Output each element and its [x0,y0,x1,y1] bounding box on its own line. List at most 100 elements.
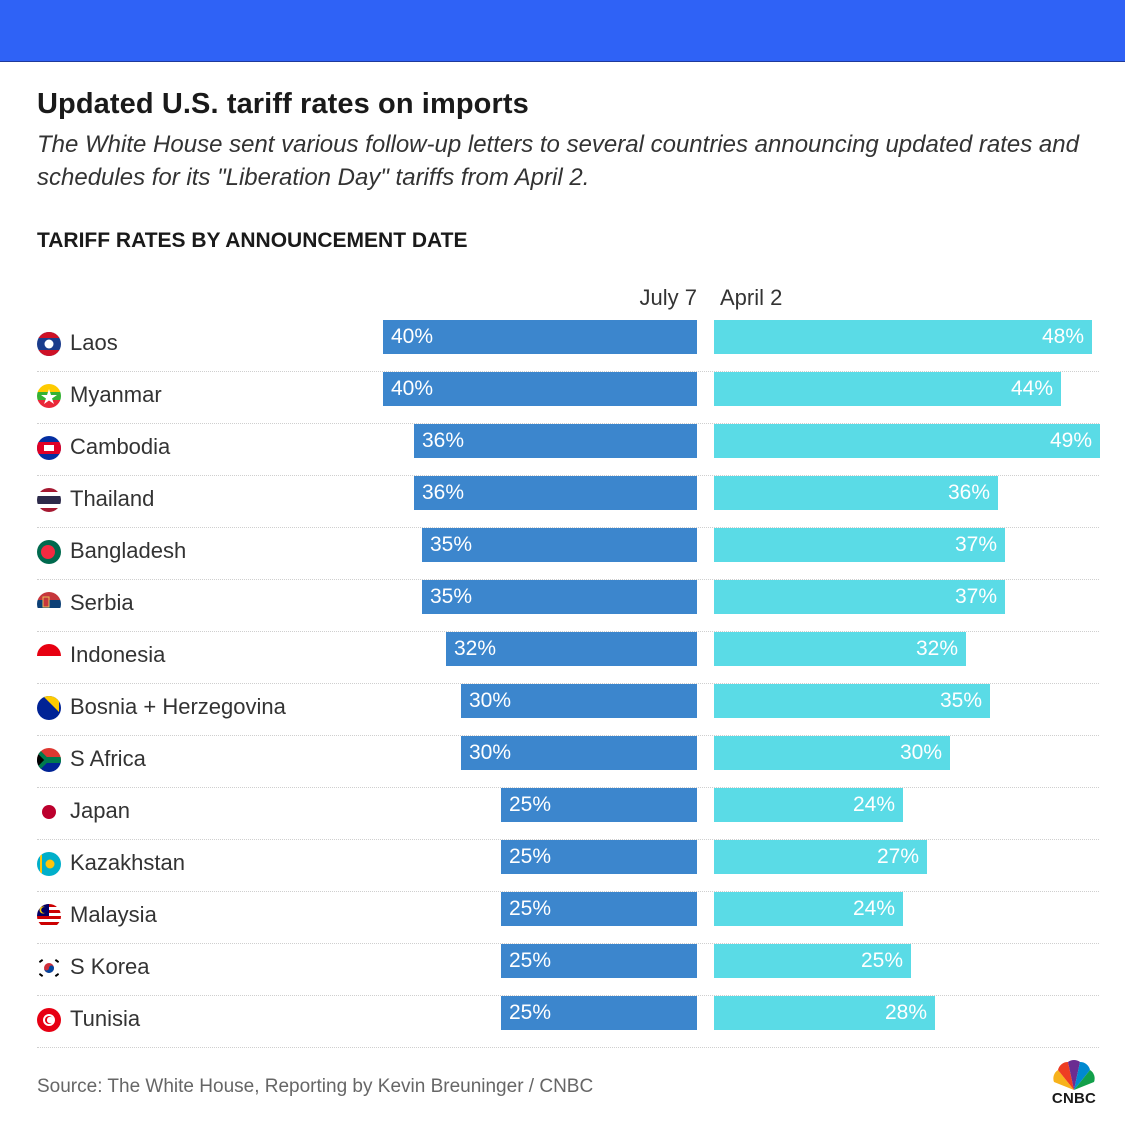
malaysia-flag-icon [37,904,61,928]
cnbc-logo: CNBC [1046,1060,1102,1110]
row-separator [37,735,1099,736]
bar-april-label: 35% [939,689,982,712]
country-label: Japan [70,798,130,823]
bar-april-label: 32% [915,637,958,660]
bar-april-label: 30% [899,741,942,764]
row-separator [37,371,1099,372]
chart-row: S Africa 30% 30% [37,736,1099,788]
bar-july: 36% [414,424,697,458]
bar-july: 32% [446,632,697,666]
chart-row: Indonesia 32% 32% [37,632,1099,684]
kazakhstan-flag-icon [37,852,61,876]
chart-row: Laos 40% 48% [37,320,1099,372]
myanmar-flag-icon [37,384,61,408]
bar-july: 25% [501,892,697,926]
bar-april-label: 44% [1010,377,1053,400]
bar-april-label: 27% [876,845,919,868]
bar-april: 30% [714,736,950,770]
bar-april: 27% [714,840,927,874]
bar-july-label: 40% [391,377,434,400]
bar-april-label: 28% [884,1001,927,1024]
bar-april-label: 25% [860,949,903,972]
chart-row: Thailand 36% 36% [37,476,1099,528]
bar-april: 32% [714,632,966,666]
country-label: Bosnia + Herzegovina [70,694,286,719]
bar-july-label: 30% [469,741,512,764]
bar-july-label: 32% [454,637,497,660]
bar-april-label: 48% [1041,325,1084,348]
section-label: TARIFF RATES BY ANNOUNCEMENT DATE [37,229,468,252]
bar-july-label: 36% [422,481,465,504]
bar-july: 35% [422,580,697,614]
bangladesh-flag-icon [37,540,61,564]
bar-april: 37% [714,580,1005,614]
bar-july-label: 35% [430,585,473,608]
bar-april-label: 37% [954,585,997,608]
bar-july-label: 25% [509,897,552,920]
chart-row: Bosnia + Herzegovina 30% 35% [37,684,1099,736]
country-label: Kazakhstan [70,850,185,875]
country-label: S Korea [70,954,150,979]
bar-april: 25% [714,944,911,978]
chart-row: Serbia 35% 37% [37,580,1099,632]
bar-july: 25% [501,788,697,822]
bar-april: 37% [714,528,1005,562]
country-label: Indonesia [70,642,166,667]
chart-row: Malaysia 25% 24% [37,892,1099,944]
bar-july-label: 36% [422,429,465,452]
south-africa-flag-icon [37,748,61,772]
row-separator [37,943,1099,944]
bar-april: 35% [714,684,990,718]
bar-april-label: 36% [947,481,990,504]
chart-title: Updated U.S. tariff rates on imports [37,88,529,120]
peacock-icon [1053,1060,1095,1090]
bar-july-label: 25% [509,949,552,972]
bar-july-label: 25% [509,845,552,868]
chart-row: Cambodia 36% 49% [37,424,1100,476]
bar-april: 28% [714,996,935,1030]
row-separator [37,683,1099,684]
chart-subtitle: The White House sent various follow-up l… [37,131,1079,191]
thailand-flag-icon [37,488,61,512]
country-label: Myanmar [70,382,162,407]
bar-july: 25% [501,944,697,978]
country-label: Laos [70,330,118,355]
bar-july: 40% [383,320,697,354]
bar-april: 24% [714,892,903,926]
country-label: Malaysia [70,902,157,927]
chart-row: Myanmar 40% 44% [37,372,1099,424]
japan-flag-icon [37,800,61,824]
bosnia-flag-icon [37,696,61,720]
bar-april-label: 24% [852,897,895,920]
row-separator [37,423,1099,424]
chart-row: Tunisia 25% 28% [37,996,1099,1048]
bar-april: 49% [714,424,1100,458]
tunisia-flag-icon [37,1008,61,1032]
cambodia-flag-icon [37,436,61,460]
source-note: Source: The White House, Reporting by Ke… [37,1076,594,1097]
country-label: Thailand [70,486,155,511]
bar-july: 25% [501,840,697,874]
row-separator [37,527,1099,528]
bar-july: 36% [414,476,697,510]
chart-row: S Korea 25% 25% [37,944,1099,996]
bar-july: 35% [422,528,697,562]
country-label: S Africa [70,746,146,771]
bar-july: 30% [461,736,697,770]
top-banner [0,0,1125,62]
row-separator [37,787,1099,788]
bar-july: 40% [383,372,697,406]
bar-july-label: 35% [430,533,473,556]
chart-row: Bangladesh 35% 37% [37,528,1099,580]
row-separator [37,995,1099,996]
bar-april-label: 37% [954,533,997,556]
bar-april-label: 49% [1049,429,1092,452]
series-header-april: April 2 [720,285,783,310]
bar-july-label: 30% [469,689,512,712]
bar-july: 30% [461,684,697,718]
laos-flag-icon [37,332,61,356]
bar-april-label: 24% [852,793,895,816]
row-separator [37,579,1099,580]
south-korea-flag-icon [37,956,61,980]
country-label: Tunisia [70,1006,141,1031]
